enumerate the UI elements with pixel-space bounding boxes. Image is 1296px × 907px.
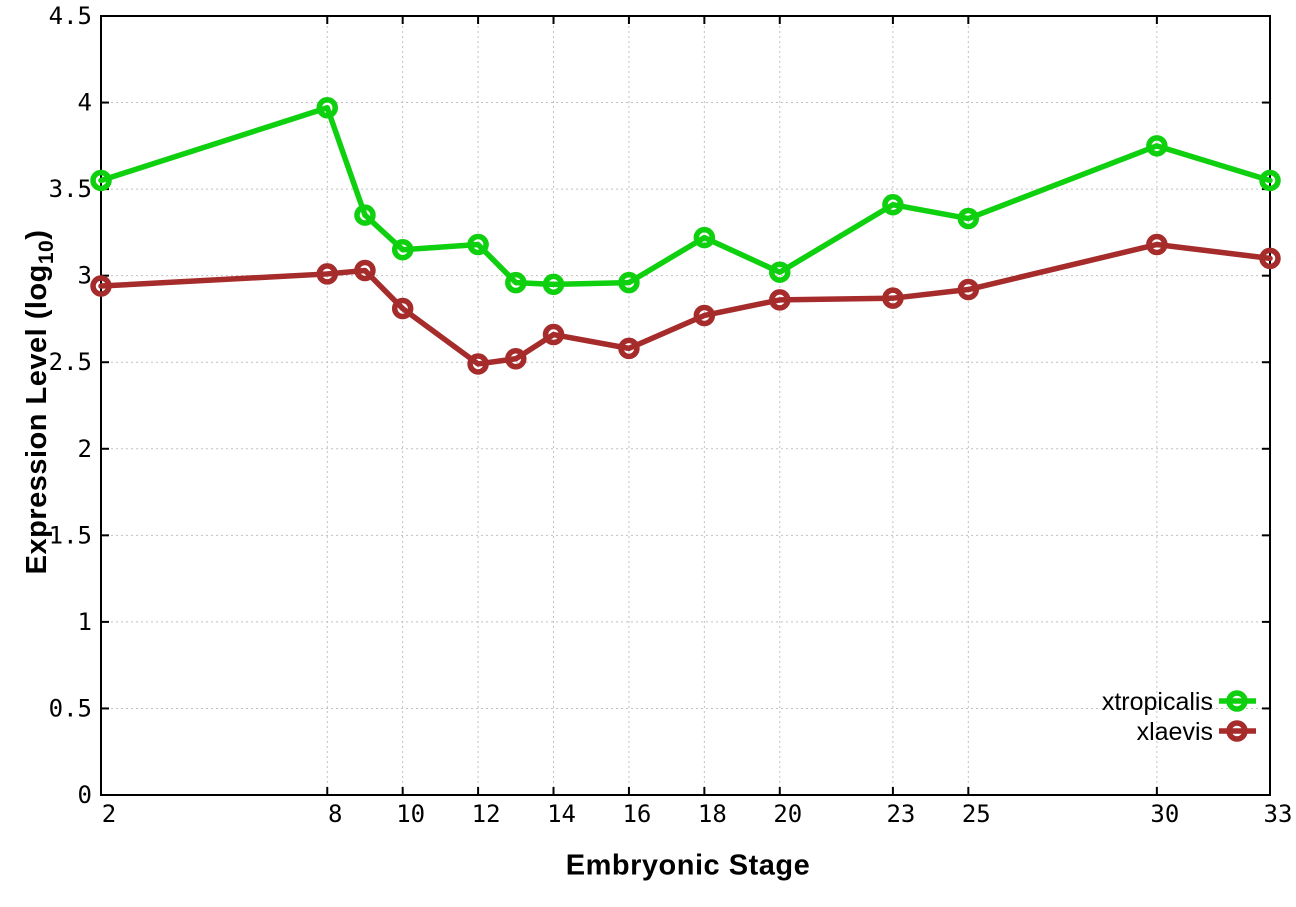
x-tick-label: 33 [1264,800,1293,828]
x-tick-label: 16 [622,800,651,828]
plot-border [100,15,1271,796]
y-tick-label: 2 [78,435,92,463]
data-point-xtropicalis [957,207,980,230]
y-axis-title-subscript: 10 [34,239,58,265]
data-point-xtropicalis [391,238,414,261]
x-tick-label: 14 [547,800,576,828]
x-tick-label: 20 [773,800,802,828]
x-tick-label: 10 [396,800,425,828]
y-tick-label: 0.5 [49,694,92,722]
x-tick-label: 8 [328,800,342,828]
x-tick-label: 12 [472,800,501,828]
x-tick-label: 30 [1150,800,1179,828]
data-point-xlaevis [957,278,980,301]
legend-label-xlaevis: xlaevis [1137,718,1213,746]
data-point-xlaevis [505,348,527,370]
x-tick-label: 2 [102,800,116,828]
data-point-xlaevis [1146,233,1168,256]
data-point-xlaevis [1259,247,1281,270]
data-point-xtropicalis [90,169,112,192]
data-point-xlaevis [467,353,489,375]
data-point-xtropicalis [769,261,791,283]
y-axis-title-text: Expression Level (log [21,264,54,575]
x-axis-title: Embryonic Stage [565,849,811,882]
data-point-xlaevis [90,275,112,297]
data-point-xlaevis [391,297,414,320]
data-point-xtropicalis [505,271,527,294]
data-point-xtropicalis [542,273,565,296]
y-tick-label: 4.5 [49,2,92,30]
data-point-xtropicalis [354,204,376,226]
data-point-xlaevis [618,337,640,360]
data-point-xlaevis [354,259,376,282]
data-point-xtropicalis [1259,169,1281,192]
x-tick-label: 25 [962,800,991,828]
y-tick-label: 1.5 [49,521,92,549]
legend-label-xtropicalis: xtropicalis [1102,688,1213,716]
data-point-xtropicalis [618,271,640,294]
data-point-xlaevis [769,289,791,311]
data-point-xlaevis [316,263,339,285]
y-tick-label: 4 [78,89,92,117]
data-point-xtropicalis [316,96,339,119]
data-point-xtropicalis [882,193,904,216]
y-tick-label: 3.5 [49,175,92,203]
y-tick-label: 3 [78,262,92,290]
y-tick-label: 0 [78,781,92,809]
data-point-xlaevis [542,323,565,346]
data-point-xlaevis [693,304,716,327]
y-tick-label: 2.5 [49,348,92,376]
data-point-xtropicalis [467,233,489,256]
data-point-xlaevis [882,287,904,309]
data-point-xtropicalis [1146,135,1168,157]
legend-marker-xtropicalis [1226,690,1248,712]
y-axis-title-close: ) [21,229,54,240]
y-axis-title: Expression Level (log10) [21,230,59,575]
x-tick-label: 23 [886,800,915,828]
series-line-xlaevis [98,241,1273,367]
legend-marker-xlaevis [1226,720,1248,742]
x-tick-label: 18 [698,800,727,828]
data-point-xtropicalis [693,226,716,249]
y-tick-label: 1 [78,608,92,636]
